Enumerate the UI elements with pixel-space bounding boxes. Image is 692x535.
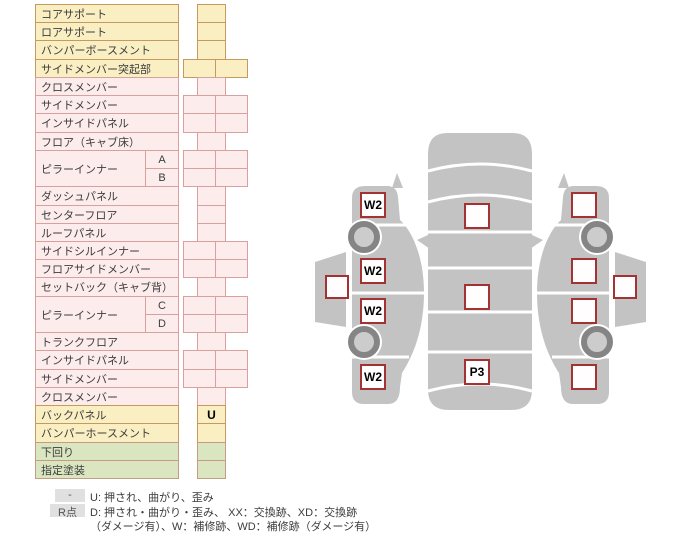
damage-cell-left[interactable] — [183, 369, 216, 388]
car-right-mirror — [558, 173, 569, 188]
damage-cell[interactable] — [197, 332, 226, 351]
part-sublabel: B — [145, 168, 179, 187]
part-sublabel: D — [145, 314, 179, 333]
damage-cell-right[interactable] — [215, 241, 248, 260]
damage-cell-left[interactable] — [183, 113, 216, 133]
damage-cell[interactable] — [197, 77, 226, 96]
damage-cell[interactable] — [197, 4, 226, 23]
part-label: クロスメンバー — [35, 77, 179, 96]
part-label: ダッシュパネル — [35, 186, 179, 206]
damage-marker[interactable] — [571, 258, 597, 284]
part-label: インサイドパネル — [35, 113, 179, 133]
part-label: ピラーインナー — [35, 296, 146, 333]
part-label: バンパーホースメント — [35, 423, 179, 443]
damage-marker[interactable] — [613, 275, 637, 299]
damage-marker[interactable]: W2 — [360, 364, 386, 390]
part-label: コアサポート — [35, 4, 179, 23]
damage-cell[interactable] — [197, 423, 226, 443]
part-label: トランクフロア — [35, 332, 179, 351]
legend-badge-rten: R点 — [50, 504, 85, 519]
damage-cell[interactable] — [197, 277, 226, 297]
part-label: ピラーインナー — [35, 150, 146, 187]
wheel-icon — [581, 326, 613, 358]
damage-marker[interactable] — [571, 364, 597, 390]
damage-cell-right[interactable] — [215, 259, 248, 278]
parts-table: コアサポート ロアサポート バンパーボースメント サイドメンバー突起部 クロスメンバーサ… — [35, 4, 250, 480]
damage-cell-left[interactable] — [183, 150, 216, 169]
part-label: サイドメンバー突起部 — [35, 59, 179, 78]
damage-marker[interactable]: W2 — [360, 258, 386, 284]
damage-cell-right[interactable] — [215, 95, 248, 114]
damage-marker[interactable] — [464, 203, 490, 229]
damage-cell-right[interactable] — [215, 314, 248, 333]
legend-text-damage: （ダメージ有）、W：補修跡、WD：補修跡（ダメージ有） — [90, 521, 377, 533]
part-label: 指定塗装 — [35, 460, 179, 479]
part-label: 下回り — [35, 442, 179, 461]
part-label: セットバック（キャブ背） — [35, 277, 179, 297]
damage-cell-right[interactable] — [215, 350, 248, 370]
part-label: バンパーボースメント — [35, 40, 179, 60]
damage-cell[interactable] — [197, 22, 226, 41]
part-label: センターフロア — [35, 205, 179, 224]
part-label: サイドメンバー — [35, 95, 179, 114]
damage-cell[interactable] — [197, 205, 226, 224]
part-label: サイドメンバー — [35, 369, 179, 388]
damage-marker[interactable]: P3 — [464, 359, 490, 385]
damage-cell-right[interactable] — [215, 296, 248, 315]
damage-marker[interactable] — [464, 284, 490, 310]
part-label: フロア（キャブ床） — [35, 132, 179, 151]
part-label: インサイドパネル — [35, 350, 179, 370]
damage-marker[interactable] — [571, 192, 597, 218]
damage-cell[interactable] — [197, 223, 226, 242]
damage-cell-left[interactable] — [183, 59, 216, 78]
part-label: サイドシルインナー — [35, 241, 179, 260]
part-label: クロスメンバー — [35, 387, 179, 406]
damage-cell-right[interactable] — [215, 150, 248, 169]
legend-text-d: D: 押され・曲がり・歪み、 XX：交換跡、XD：交換跡 — [90, 507, 358, 519]
damage-cell[interactable] — [197, 387, 226, 406]
wheel-icon — [348, 326, 380, 358]
part-sublabel: C — [145, 296, 179, 315]
damage-cell-left[interactable] — [183, 314, 216, 333]
legend-text-u: U: 押され、曲がり、歪み — [90, 492, 214, 504]
damage-cell[interactable]: U — [197, 405, 226, 424]
damage-cell-left[interactable] — [183, 241, 216, 260]
damage-cell-left[interactable] — [183, 350, 216, 370]
damage-cell[interactable] — [197, 186, 226, 206]
damage-cell-left[interactable] — [183, 296, 216, 315]
wheel-icon — [348, 221, 380, 253]
damage-cell[interactable] — [197, 460, 226, 479]
damage-marker[interactable] — [325, 275, 349, 299]
part-label: ルーフパネル — [35, 223, 179, 242]
car-top-mirror-right — [530, 234, 543, 249]
part-label: バックパネル — [35, 405, 179, 424]
damage-cell-left[interactable] — [183, 95, 216, 114]
car-top-mirror-left — [417, 234, 430, 249]
damage-cell[interactable] — [197, 442, 226, 461]
legend-badge-dash: - — [55, 489, 85, 502]
damage-marker[interactable]: W2 — [360, 298, 386, 324]
part-label: ロアサポート — [35, 22, 179, 41]
damage-cell-left[interactable] — [183, 168, 216, 187]
damage-marker[interactable]: W2 — [360, 192, 386, 218]
damage-cell-right[interactable] — [215, 113, 248, 133]
car-left-mirror — [392, 173, 403, 188]
part-label: フロアサイドメンバー — [35, 259, 179, 278]
damage-cell-left[interactable] — [183, 259, 216, 278]
damage-cell-right[interactable] — [215, 369, 248, 388]
wheel-icon — [581, 221, 613, 253]
damage-cell-right[interactable] — [215, 59, 248, 78]
damage-cell[interactable] — [197, 132, 226, 151]
damage-marker[interactable] — [571, 298, 597, 324]
damage-cell[interactable] — [197, 40, 226, 60]
part-sublabel: A — [145, 150, 179, 169]
damage-cell-right[interactable] — [215, 168, 248, 187]
